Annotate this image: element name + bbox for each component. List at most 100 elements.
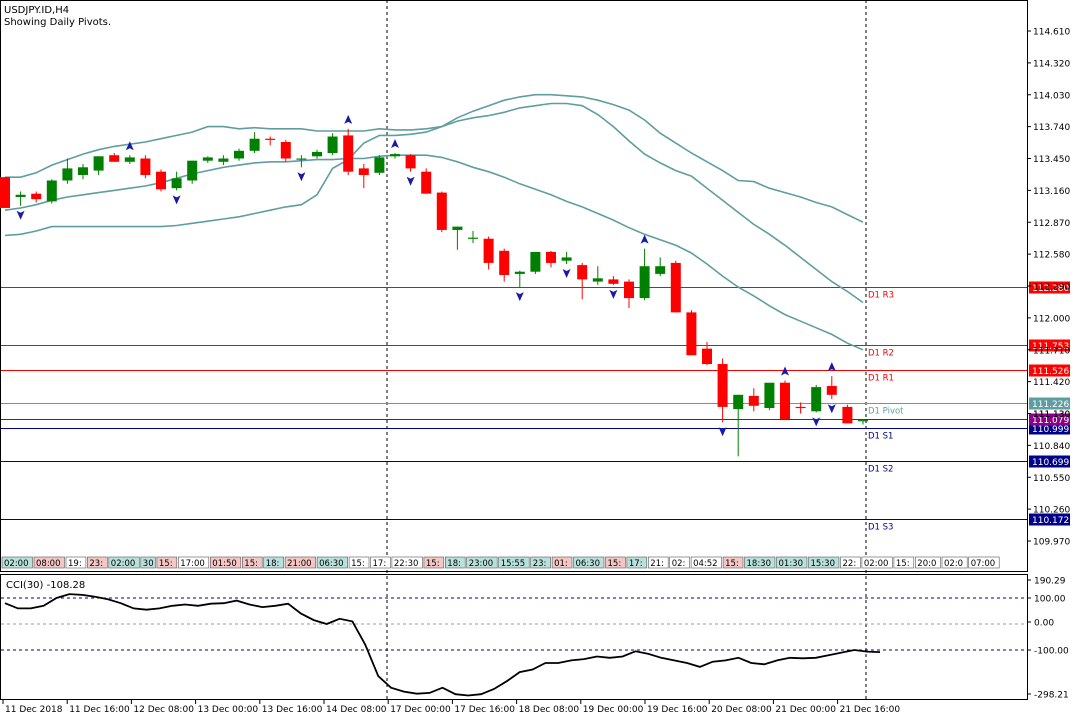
bollinger-middle bbox=[4, 154, 864, 351]
fractal-up-marker bbox=[391, 139, 399, 149]
cci-indicator: 190.29 100.00 0.00 -100.00 -298.21 bbox=[1, 577, 1069, 701]
candle-body bbox=[452, 226, 463, 230]
candle-body bbox=[390, 154, 400, 157]
pivot-price-tag bbox=[1029, 281, 1070, 294]
time-tick-label: 18 Dec 08:00 bbox=[519, 705, 580, 715]
fractal-up-marker bbox=[827, 362, 836, 372]
candle-body bbox=[702, 348, 712, 365]
candle-body bbox=[15, 194, 26, 197]
time-tick-label: 13 Dec 16:00 bbox=[262, 705, 323, 715]
candle-body bbox=[358, 168, 369, 175]
fractal-down-marker bbox=[297, 172, 306, 182]
candle-body bbox=[468, 237, 478, 239]
current-price-value: 111.079 bbox=[1032, 416, 1069, 426]
price-tick-label: 111.710 bbox=[1033, 346, 1070, 356]
candle-body bbox=[280, 142, 291, 159]
candle-body bbox=[312, 151, 322, 157]
session-time-text: 02:00 bbox=[111, 559, 136, 569]
cci-title: CCI(30) -108.28 bbox=[6, 580, 85, 591]
candle-body bbox=[499, 250, 510, 276]
session-time-box bbox=[722, 556, 744, 569]
price-tick-label: 114.610 bbox=[1033, 28, 1070, 38]
session-time-box bbox=[573, 556, 605, 569]
current-price-tag bbox=[1029, 413, 1070, 426]
price-tick-label: 110.260 bbox=[1033, 506, 1070, 516]
time-tick-label: 13 Dec 00:00 bbox=[198, 705, 259, 715]
bollinger-upper bbox=[5, 93, 864, 223]
candle-body bbox=[171, 178, 182, 189]
pivot-label: D1 S3 bbox=[868, 523, 893, 533]
candle-body bbox=[764, 382, 775, 409]
session-time-text: 01:50 bbox=[212, 559, 237, 569]
candle-body bbox=[514, 271, 525, 274]
session-time-box bbox=[316, 556, 348, 569]
session-time-text: 18:30 bbox=[747, 559, 772, 569]
fractal-down-marker bbox=[718, 427, 727, 437]
candle-body bbox=[717, 364, 728, 407]
price-tick-label: 111.130 bbox=[1033, 410, 1070, 420]
session-time-box bbox=[156, 556, 178, 569]
pivot-price-value: 111.753 bbox=[1032, 342, 1069, 352]
pivot-label: D1 S1 bbox=[868, 432, 893, 442]
session-time-box bbox=[444, 556, 466, 569]
session-time-box bbox=[178, 556, 210, 569]
fractal-down-marker bbox=[812, 417, 821, 427]
session-time-text: 04:52 bbox=[693, 559, 718, 569]
session-time-box bbox=[391, 556, 423, 569]
cci-tick-label: 100.00 bbox=[1034, 595, 1066, 605]
candle-body bbox=[31, 193, 42, 200]
pivot-price-value: 110.172 bbox=[1032, 516, 1069, 526]
session-time-text: 17:00 bbox=[180, 559, 205, 569]
bollinger-bands bbox=[4, 93, 864, 351]
price-tick-label: 110.550 bbox=[1033, 474, 1070, 484]
session-time-box bbox=[1, 556, 33, 569]
candle-body bbox=[343, 135, 354, 172]
candle-body bbox=[140, 158, 151, 175]
session-time-box bbox=[108, 556, 140, 569]
candle-body bbox=[655, 266, 666, 274]
candle-body bbox=[436, 192, 447, 230]
session-time-box bbox=[647, 556, 669, 569]
price-tick-label: 111.420 bbox=[1033, 378, 1070, 388]
fractal-down-marker bbox=[172, 195, 181, 205]
session-time-text: 15:55 bbox=[501, 559, 526, 569]
session-time-box bbox=[744, 556, 776, 569]
pivot-price-value: 111.526 bbox=[1032, 367, 1069, 377]
session-time-box bbox=[370, 556, 391, 569]
session-time-text: 15: bbox=[159, 559, 173, 569]
session-time-text: 22: bbox=[843, 559, 857, 569]
pivot-label: D1 S2 bbox=[868, 465, 893, 475]
session-time-box bbox=[348, 556, 370, 569]
candle-body bbox=[811, 387, 822, 412]
price-panel-frame bbox=[0, 0, 1028, 572]
session-time-box bbox=[690, 556, 722, 569]
fractal-up-marker bbox=[344, 114, 353, 124]
session-time-box bbox=[284, 556, 316, 569]
session-time-text: 02:00 bbox=[864, 559, 889, 569]
session-time-box bbox=[33, 556, 65, 569]
pivot-price-tag bbox=[1029, 364, 1070, 377]
candle-body bbox=[156, 171, 166, 190]
time-tick-label: 21 Dec 16:00 bbox=[840, 705, 901, 715]
session-time-text: 23:00 bbox=[469, 559, 494, 569]
candle-body bbox=[187, 160, 198, 181]
session-time-labels: 02:00 08:00 19: 23: 02:00 30 15: 17:00 01:50 15: 1… bbox=[1, 556, 1000, 569]
cci-tick-label: 0.00 bbox=[1034, 619, 1054, 629]
session-time-box bbox=[861, 556, 893, 569]
pivot-price-value: 112.280 bbox=[1032, 284, 1069, 294]
session-time-box bbox=[893, 556, 915, 569]
pivot-label: D1 R2 bbox=[868, 349, 894, 359]
session-time-text: 08:00 bbox=[36, 559, 61, 569]
candle-body bbox=[62, 168, 73, 181]
candle-body bbox=[93, 156, 104, 171]
fractal-down-marker bbox=[562, 269, 571, 279]
candle-body bbox=[733, 394, 744, 410]
fractal-down-marker bbox=[16, 210, 25, 220]
candle-body bbox=[421, 171, 432, 194]
candle-body bbox=[0, 177, 10, 208]
cci-line bbox=[4, 593, 881, 697]
time-axis: 11 Dec 2018 11 Dec 16:00 12 Dec 08:00 13 De… bbox=[2, 700, 901, 715]
candle-body bbox=[826, 386, 837, 395]
session-time-box bbox=[551, 556, 573, 569]
